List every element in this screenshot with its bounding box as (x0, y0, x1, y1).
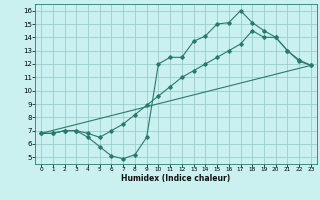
X-axis label: Humidex (Indice chaleur): Humidex (Indice chaleur) (121, 174, 231, 183)
